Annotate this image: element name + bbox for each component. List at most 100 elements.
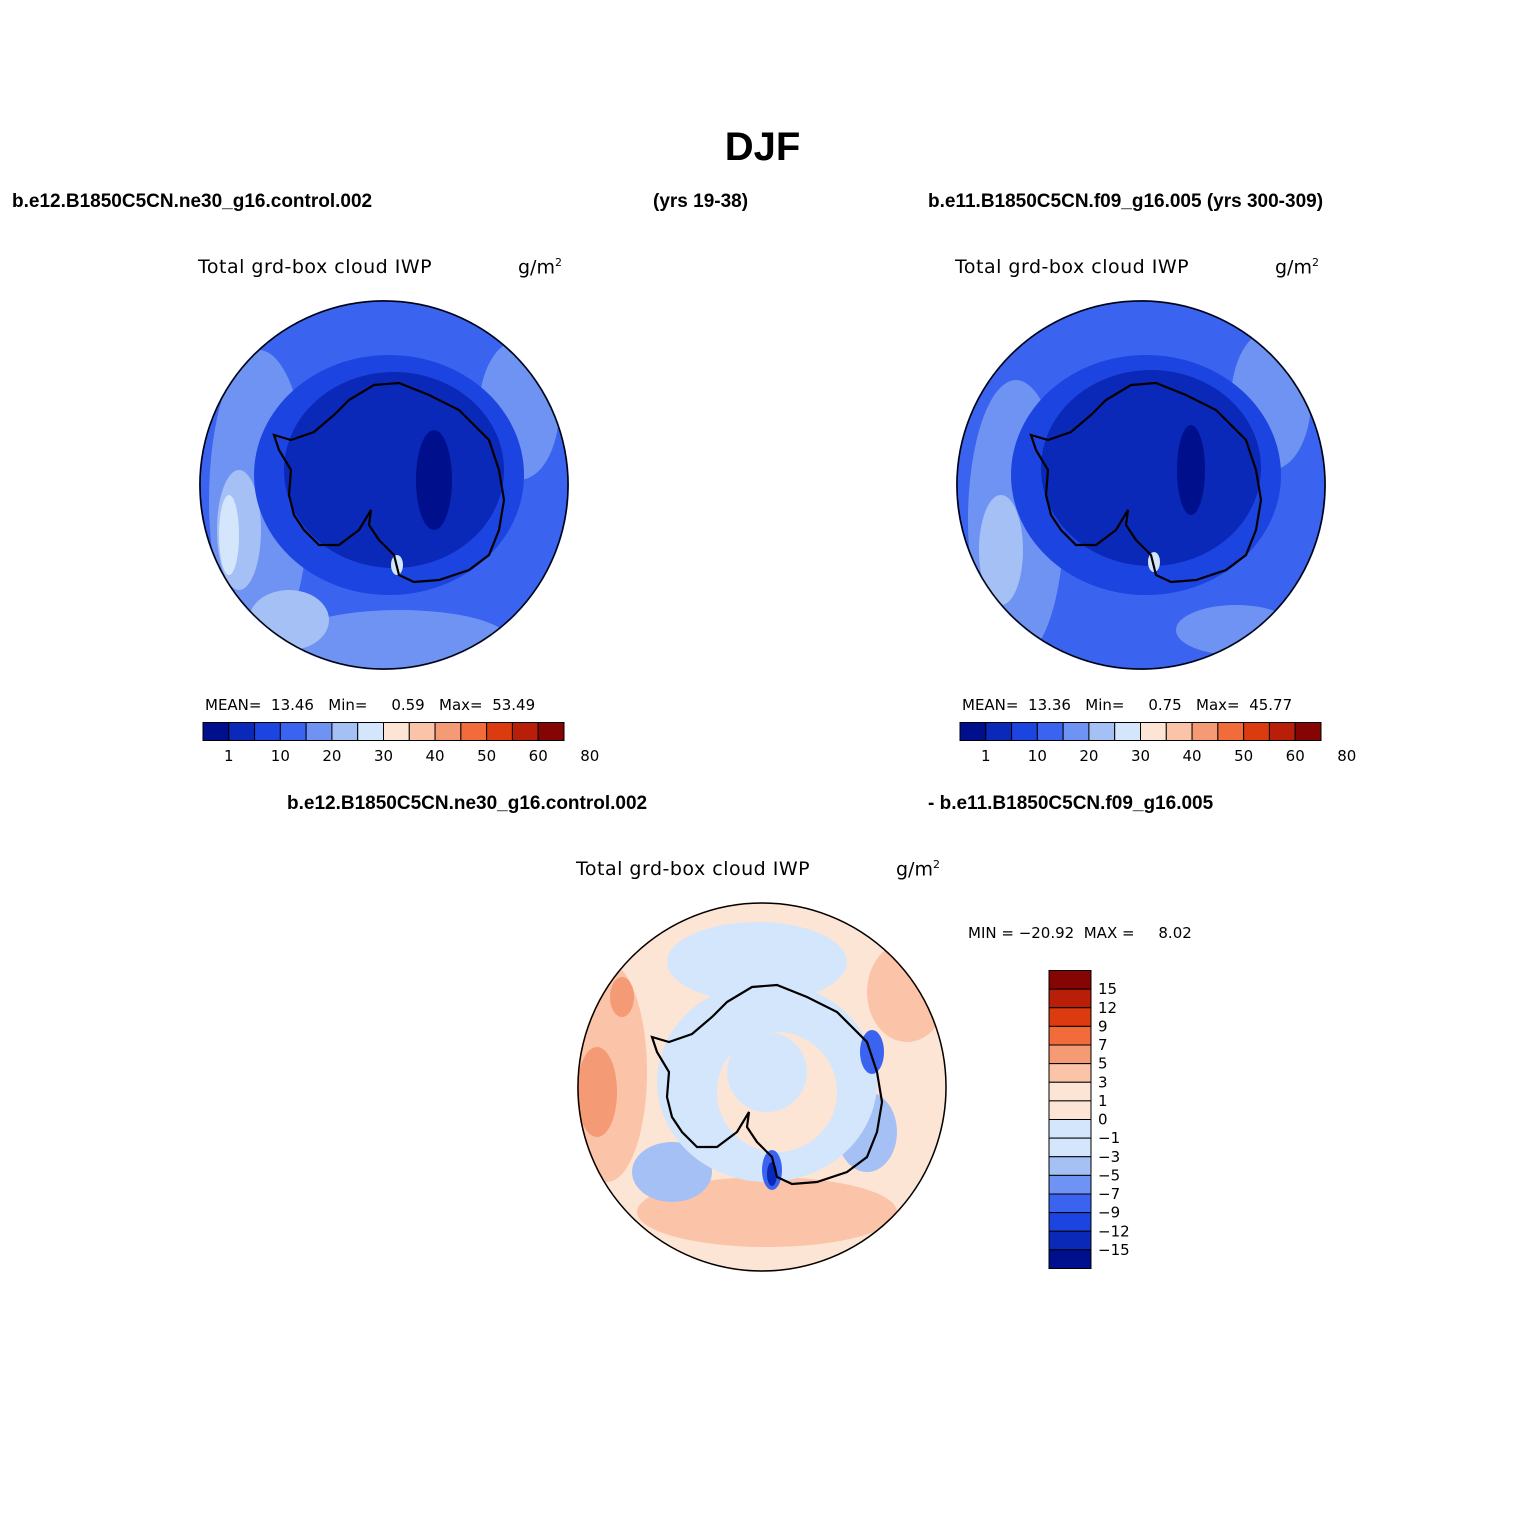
colorbar-swatch	[305, 722, 333, 741]
colorbar-tick-label: 1	[981, 747, 991, 765]
colorbar-swatch	[1048, 1193, 1092, 1214]
colorbar-swatch	[1048, 1174, 1092, 1195]
colorbar-swatch	[1036, 722, 1064, 741]
map-field-band	[979, 495, 1023, 605]
colorbar-swatch	[460, 722, 488, 741]
colorbar-swatch	[1294, 722, 1322, 741]
colorbar-swatch	[1048, 1063, 1092, 1083]
colorbar-tick-label: 50	[477, 747, 496, 765]
panel3-title: Total grd-box cloud IWP	[576, 858, 811, 880]
panel3-map	[577, 902, 947, 1272]
colorbar-swatch	[1048, 1249, 1092, 1269]
colorbar-tick-label: −15	[1098, 1241, 1130, 1259]
colorbar-tick-label: 9	[1098, 1017, 1108, 1035]
colorbar-tick-label: 3	[1098, 1073, 1108, 1091]
colorbar-tick-label: 1	[1098, 1092, 1108, 1110]
colorbar-tick-label: 5	[1098, 1055, 1108, 1073]
map-field-band	[284, 372, 504, 568]
panel1-colorbar: 1 10 20 30 40 50 60 80	[202, 722, 599, 765]
colorbar-swatch	[1140, 722, 1167, 741]
colorbar-tick-label: −7	[1098, 1185, 1120, 1203]
colorbar-swatch	[1114, 722, 1141, 741]
case2-label: b.e11.B1850C5CN.f09_g16.005 (yrs 300-309…	[928, 191, 1324, 212]
colorbar-tick-label: 20	[322, 747, 341, 765]
colorbar-tick-label: −12	[1098, 1222, 1130, 1240]
colorbar-swatch	[1217, 722, 1245, 741]
panel2-title: Total grd-box cloud IWP	[955, 256, 1190, 278]
colorbar-tick-label: 60	[529, 747, 548, 765]
colorbar-swatch	[1048, 1081, 1092, 1102]
colorbar-swatch	[1011, 722, 1038, 741]
colorbar-swatch	[959, 722, 987, 741]
map-field-band	[632, 1142, 712, 1202]
colorbar-swatch	[1268, 722, 1296, 741]
antarctica-coastline	[272, 381, 506, 584]
colorbar-tick-label: 10	[1028, 747, 1047, 765]
map-field-band	[219, 495, 239, 575]
map-boundary	[577, 902, 947, 1272]
colorbar-swatch	[1048, 1212, 1092, 1232]
panel2-map	[956, 300, 1326, 670]
colorbar-swatch	[1048, 1230, 1092, 1251]
colorbar-swatch	[1048, 1156, 1092, 1176]
colorbar-swatch	[1048, 1137, 1092, 1158]
map-field-band	[867, 942, 947, 1042]
colorbar-tick-label: 80	[580, 747, 599, 765]
case1-name: b.e12.B1850C5CN.ne30_g16.control.002	[12, 191, 373, 212]
map-field-band	[249, 590, 329, 650]
colorbar-swatch	[537, 722, 565, 741]
colorbar-swatch	[1048, 1025, 1092, 1046]
colorbar-swatch	[1048, 1044, 1092, 1065]
case1-years: (yrs 19-38)	[653, 191, 749, 212]
panel1-units: g/m2	[518, 256, 562, 279]
colorbar-tick-label: 50	[1234, 747, 1253, 765]
colorbar-swatch	[1048, 988, 1092, 1009]
panel3-units: g/m2	[896, 858, 940, 881]
colorbar-tick-label: −5	[1098, 1166, 1120, 1184]
map-field-band	[1176, 605, 1296, 655]
colorbar-swatch	[511, 722, 539, 741]
panel3-minmax: MIN = −20.92 MAX = 8.02	[968, 924, 1192, 942]
colorbar-tick-label: 10	[271, 747, 290, 765]
colorbar-swatch	[985, 722, 1013, 741]
panel1-title: Total grd-box cloud IWP	[198, 256, 433, 278]
colorbar-swatch	[408, 722, 436, 741]
panel1-map	[199, 300, 569, 670]
colorbar-tick-label: 30	[374, 747, 393, 765]
colorbar-tick-label: 0	[1098, 1111, 1108, 1129]
colorbar-swatch	[228, 722, 256, 741]
colorbar-tick-label: 12	[1098, 999, 1117, 1017]
map-field-band	[610, 977, 634, 1017]
colorbar-tick-label: 20	[1079, 747, 1098, 765]
colorbar-tick-label: −1	[1098, 1129, 1120, 1147]
figure-title: DJF	[724, 125, 801, 169]
colorbar-swatch	[1243, 722, 1270, 741]
colorbar-tick-label: 30	[1131, 747, 1150, 765]
map-field-band	[416, 430, 452, 530]
colorbar-tick-label: 1	[224, 747, 234, 765]
colorbar-swatch	[1165, 722, 1193, 741]
map-boundary	[199, 300, 569, 670]
map-field-band	[667, 922, 847, 1002]
colorbar-swatch	[279, 722, 307, 741]
panel1-stats: MEAN= 13.46 Min= 0.59 Max= 53.49	[205, 696, 536, 714]
colorbar-tick-label: 40	[426, 747, 445, 765]
diff-case2-label: - b.e11.B1850C5CN.f09_g16.005	[928, 793, 1214, 814]
colorbar-tick-label: −3	[1098, 1148, 1120, 1166]
map-field-band	[860, 1030, 884, 1074]
diff-case1-label: b.e12.B1850C5CN.ne30_g16.control.002	[287, 793, 648, 814]
colorbar-swatch	[1048, 1007, 1092, 1027]
colorbar-swatch	[202, 722, 230, 741]
panel2-units: g/m2	[1275, 256, 1319, 279]
colorbar-tick-label: 60	[1286, 747, 1305, 765]
colorbar-tick-label: −9	[1098, 1204, 1120, 1222]
antarctica-coastline	[1029, 381, 1263, 584]
colorbar-swatch	[1048, 970, 1092, 990]
colorbar-swatch	[486, 722, 513, 741]
colorbar-swatch	[1191, 722, 1219, 741]
colorbar-tick-label: 80	[1337, 747, 1356, 765]
colorbar-swatch	[1048, 1119, 1092, 1139]
map-field-band	[637, 1177, 897, 1247]
colorbar-swatch	[1062, 722, 1090, 741]
